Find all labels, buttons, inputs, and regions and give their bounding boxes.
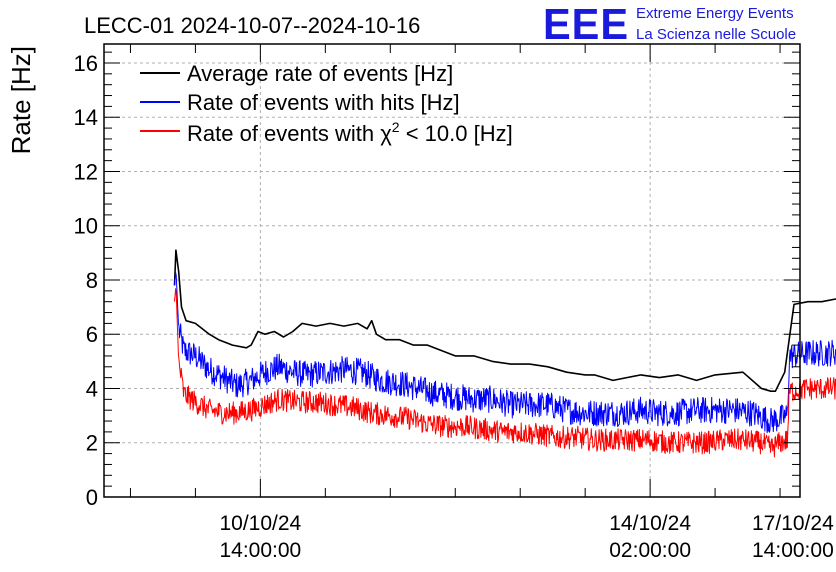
- legend-chi-symbol: χ: [380, 121, 392, 146]
- y-tick-label: 10: [74, 214, 98, 239]
- chart-title: LECC-01 2024-10-07--2024-10-16: [84, 13, 420, 38]
- legend-chi2-suffix: < 10.0 [Hz]: [400, 121, 513, 146]
- legend-label-average: Average rate of events [Hz]: [187, 61, 453, 86]
- series-line-0: [173, 249, 836, 392]
- legend-label-hits: Rate of events with hits [Hz]: [187, 90, 460, 115]
- x-tick-label-date: 17/10/24: [752, 512, 834, 535]
- eee-logo: EEE Extreme Energy Events La Scienza nel…: [543, 0, 796, 49]
- series-line-2: [174, 288, 836, 458]
- y-tick-label: 12: [74, 159, 98, 184]
- legend-label-chi2: Rate of events with χ2 < 10.0 [Hz]: [187, 119, 513, 146]
- y-tick-label: 16: [74, 51, 98, 76]
- y-axis-title: Rate [Hz]: [6, 46, 36, 154]
- logo-line-2: La Scienza nelle Scuole: [636, 26, 796, 43]
- legend: Average rate of events [Hz] Rate of even…: [140, 61, 513, 146]
- legend-chi-superscript: 2: [392, 119, 400, 135]
- logo-line-1: Extreme Energy Events: [636, 5, 794, 22]
- x-tick-label-time: 14:00:00: [219, 539, 301, 562]
- axes: 0 2 4 6 8 10 12 14 16 10/10/24 14:00:00 14/10/24 02:…: [74, 43, 834, 562]
- y-tick-label: 8: [86, 268, 98, 293]
- legend-chi2-prefix: Rate of events with: [187, 121, 380, 146]
- y-tick-label: 14: [74, 105, 98, 130]
- x-tick-label-time: 14:00:00: [752, 539, 834, 562]
- y-tick-label: 0: [86, 485, 98, 510]
- x-tick-label-date: 10/10/24: [219, 512, 301, 535]
- plot-frame: [103, 43, 801, 498]
- y-tick-label: 4: [86, 376, 98, 401]
- logo-mark: EEE: [543, 0, 629, 49]
- y-tick-label: 6: [86, 322, 98, 347]
- x-tick-label-time: 02:00:00: [609, 539, 691, 562]
- series-line-1: [174, 271, 836, 434]
- x-tick-label-date: 14/10/24: [609, 512, 691, 535]
- plot-series: [173, 249, 836, 458]
- y-tick-label: 2: [86, 431, 98, 456]
